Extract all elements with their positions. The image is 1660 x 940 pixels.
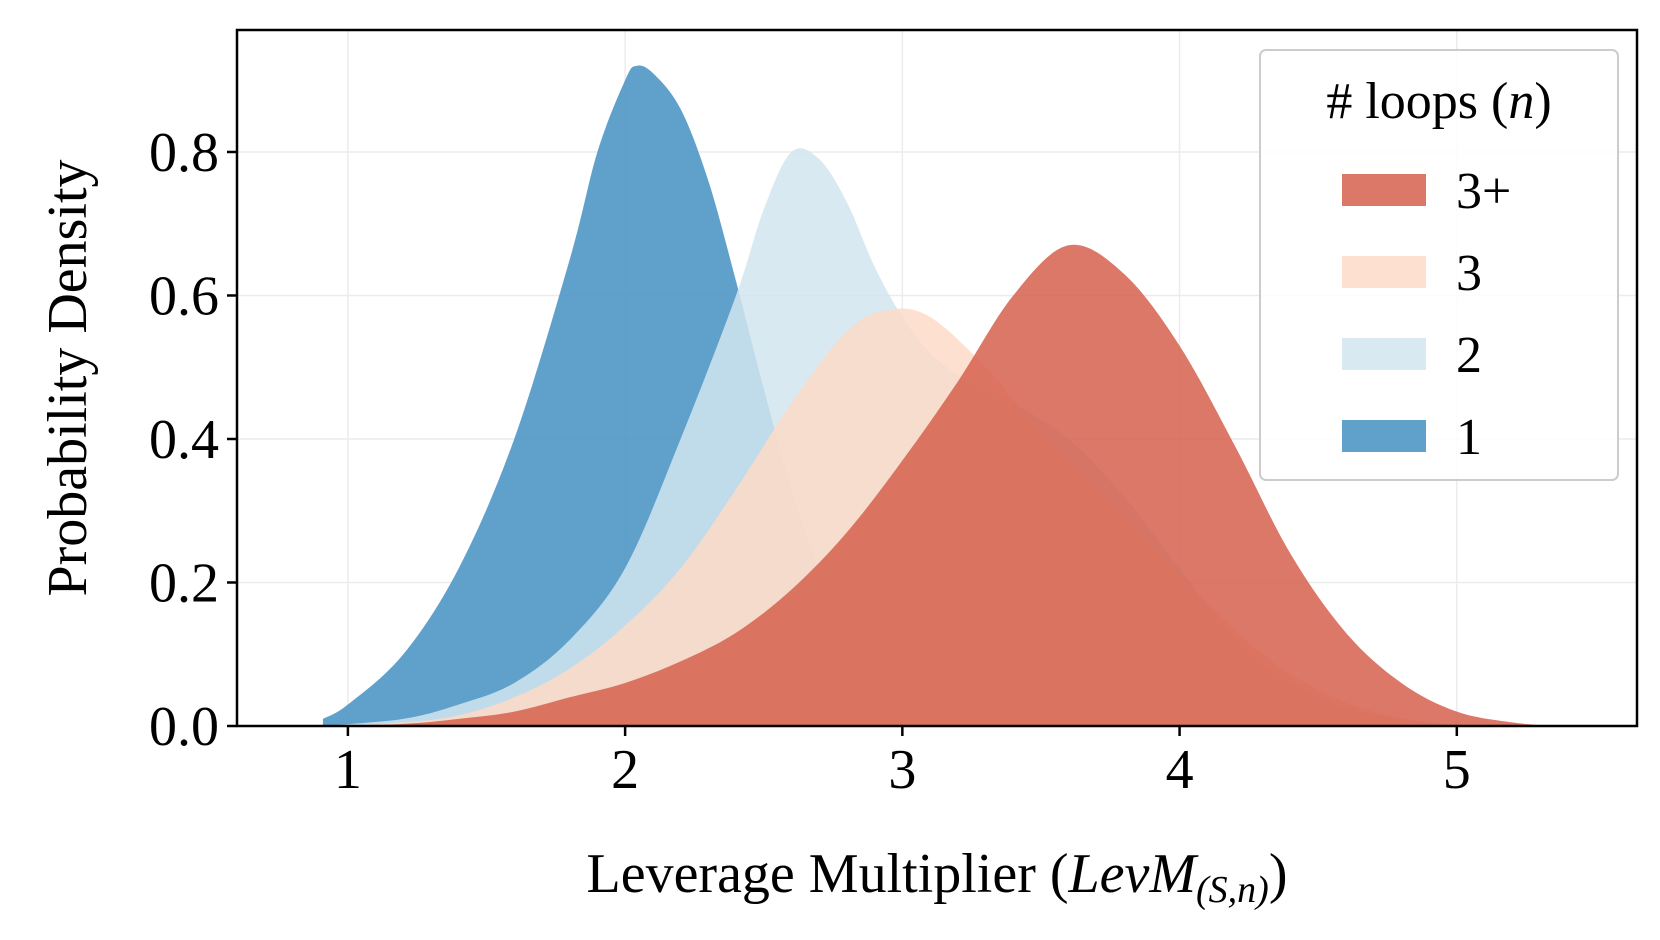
legend-label-3: 3 <box>1456 245 1482 302</box>
x-axis-title-text: Leverage Multiplier ( <box>587 843 1069 905</box>
series-areas <box>322 65 1554 727</box>
y-tick-label-3: 0.6 <box>149 265 219 327</box>
legend-label-1: 1 <box>1456 409 1482 466</box>
x-tick-label-0: 1 <box>334 739 362 801</box>
x-tick-label-4: 5 <box>1443 739 1471 801</box>
series-area-3plus <box>322 244 1554 727</box>
legend-swatch-3 <box>1342 256 1426 288</box>
legend-title: # loops (n) <box>1326 73 1551 130</box>
x-axis-title-math: LevM <box>1068 843 1200 905</box>
x-tick-label-2: 3 <box>888 739 916 801</box>
x-axis-title-subscript: (S,n) <box>1196 869 1269 911</box>
legend-box <box>1259 49 1619 481</box>
y-tick-label-1: 0.2 <box>149 552 219 614</box>
x-axis-title: Leverage Multiplier (LevM(S,n)) <box>587 843 1288 911</box>
x-axis-ticks: 1 2 3 4 5 <box>334 726 1471 801</box>
legend-title-text: # loops ( <box>1326 73 1508 130</box>
legend-label-3plus: 3+ <box>1456 163 1511 220</box>
y-tick-label-4: 0.8 <box>149 122 219 184</box>
y-axis-ticks: 0.0 0.2 0.4 0.6 0.8 <box>149 122 237 758</box>
x-tick-label-1: 2 <box>611 739 639 801</box>
legend-entries: 3+ 3 2 1 <box>1342 163 1511 466</box>
y-tick-label-0: 0.0 <box>149 696 219 758</box>
series-area-1 <box>322 65 1069 726</box>
legend: # loops (n) 3+ 3 2 1 <box>1259 49 1619 481</box>
legend-swatch-3plus <box>1342 174 1426 206</box>
legend-title-close: ) <box>1534 73 1551 130</box>
y-tick-label-2: 0.4 <box>149 409 219 471</box>
legend-label-2: 2 <box>1456 327 1482 384</box>
legend-swatch-1 <box>1342 420 1426 452</box>
legend-title-var: n <box>1508 73 1534 130</box>
x-axis-title-close: ) <box>1269 843 1288 905</box>
x-tick-label-3: 4 <box>1166 739 1194 801</box>
y-axis-title: Probability Density <box>37 159 99 596</box>
legend-swatch-2 <box>1342 338 1426 370</box>
plot-frame <box>235 28 1639 728</box>
